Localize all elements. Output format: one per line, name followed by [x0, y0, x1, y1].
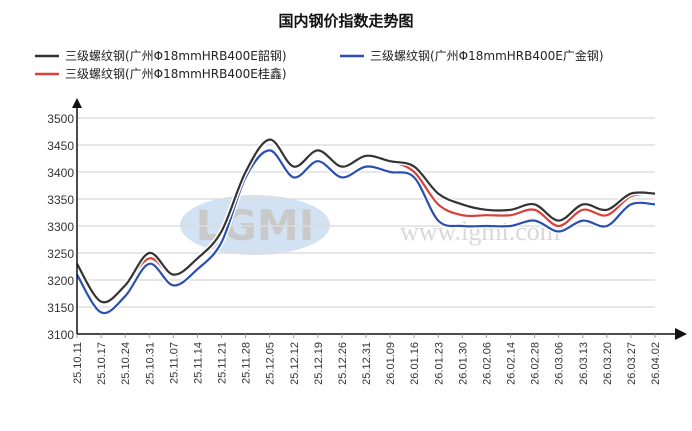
legend-label: 三级螺纹钢(广州Φ18mmHRB400E桂鑫) — [65, 66, 287, 81]
legend-label: 三级螺纹钢(广州Φ18mmHRB400E广金钢) — [370, 48, 604, 63]
x-tick-label: 26.01.09 — [385, 342, 397, 385]
y-tick-label: 3500 — [47, 112, 74, 126]
y-tick-label: 3150 — [47, 301, 74, 315]
x-tick-label: 26.02.14 — [506, 342, 518, 385]
series-lines — [74, 137, 656, 316]
x-tick-label: 26.02.28 — [530, 342, 542, 385]
x-tick-label: 25.10.24 — [120, 342, 132, 385]
legend-label: 三级螺纹钢(广州Φ18mmHRB400E韶钢) — [65, 48, 287, 63]
x-tick-label: 26.02.06 — [481, 342, 493, 385]
x-tick-label: 26.01.30 — [457, 342, 469, 385]
x-tick-label: 26.01.16 — [409, 342, 421, 385]
x-tick-label: 26.01.23 — [433, 342, 445, 385]
x-tick-label: 26.03.27 — [626, 342, 638, 385]
y-tick-label: 3450 — [47, 139, 74, 153]
x-tick-label: 26.03.13 — [578, 342, 590, 385]
y-tick-label: 3250 — [47, 247, 74, 261]
x-tick-label: 25.11.21 — [217, 342, 229, 384]
x-tick-label: 25.12.31 — [361, 342, 373, 385]
y-tick-label: 3300 — [47, 220, 74, 234]
y-tick-label: 3400 — [47, 166, 74, 180]
x-tick-label: 25.12.19 — [313, 342, 325, 385]
x-tick-label: 26.03.06 — [554, 342, 566, 385]
y-axis-arrow — [72, 98, 82, 108]
x-tick-label: 25.12.26 — [337, 342, 349, 385]
x-tick-label: 25.12.12 — [289, 342, 301, 385]
x-tick-label: 26.04.02 — [650, 342, 662, 385]
x-tick-label: 25.11.07 — [168, 342, 180, 384]
x-tick-label: 25.12.05 — [265, 342, 277, 385]
y-tick-label: 3350 — [47, 193, 74, 207]
x-tick-label: 25.10.31 — [144, 342, 156, 385]
x-axis-arrow — [675, 328, 687, 340]
x-tick-label: 26.03.20 — [602, 342, 614, 385]
x-tick-label: 25.10.17 — [96, 342, 108, 385]
y-tick-label: 3100 — [47, 328, 74, 342]
y-tick-label: 3200 — [47, 274, 74, 288]
chart-title: 国内钢价指数走势图 — [278, 12, 413, 30]
legend: 三级螺纹钢(广州Φ18mmHRB400E韶钢) 三级螺纹钢(广州Φ18mmHRB4… — [35, 48, 604, 81]
x-tick-label: 25.11.14 — [192, 342, 204, 384]
series-line-0 — [76, 138, 656, 304]
series-halo — [74, 147, 656, 316]
gridlines — [77, 117, 655, 308]
axes: 3100 3150 3200 3250 3300 3350 3400 3450 3500 25.1… — [47, 98, 687, 385]
x-tick-label: 25.10.11 — [72, 342, 84, 384]
x-tick-label: 25.11.28 — [241, 342, 253, 384]
series-line-2 — [76, 149, 656, 315]
